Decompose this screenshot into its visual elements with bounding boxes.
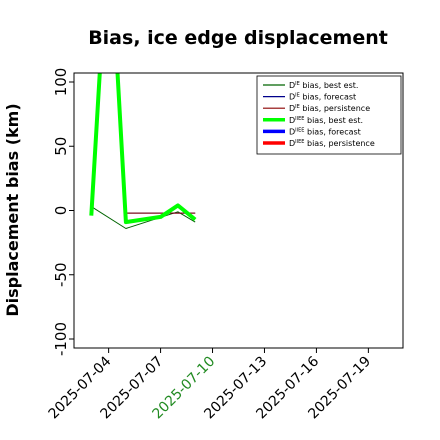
y-axis: 100 50 0 -50 -100 bbox=[52, 68, 74, 356]
legend-label-5: DIIEE bias, persistence bbox=[289, 139, 375, 148]
series-layer bbox=[89, 73, 197, 229]
y-tick-label: -50 bbox=[52, 263, 70, 288]
series-line-3 bbox=[89, 73, 197, 225]
legend-label-3: DIIEE bias, best est. bbox=[289, 116, 363, 125]
legend-label-2: DIE bias, persistence bbox=[289, 104, 370, 113]
legend-box bbox=[256, 75, 402, 155]
legend: DIE bias, best est. DIE bias, forecast DIE… bbox=[256, 75, 402, 155]
chart-title: Bias, ice edge displacement bbox=[88, 27, 388, 49]
legend-label-0: DIE bias, best est. bbox=[289, 81, 358, 90]
y-tick-label: -100 bbox=[52, 322, 70, 356]
y-tick-label: 0 bbox=[52, 206, 70, 216]
legend-label-4: DIIEE bias, forecast bbox=[289, 127, 361, 136]
y-axis-label: Displacement bias (km) bbox=[3, 103, 22, 316]
y-tick-label: 100 bbox=[52, 68, 70, 97]
legend-label-1: DIE bias, forecast bbox=[289, 93, 356, 102]
y-tick-label: 50 bbox=[52, 137, 70, 156]
x-axis: 2025-07-042025-07-072025-07-102025-07-13… bbox=[46, 348, 374, 422]
